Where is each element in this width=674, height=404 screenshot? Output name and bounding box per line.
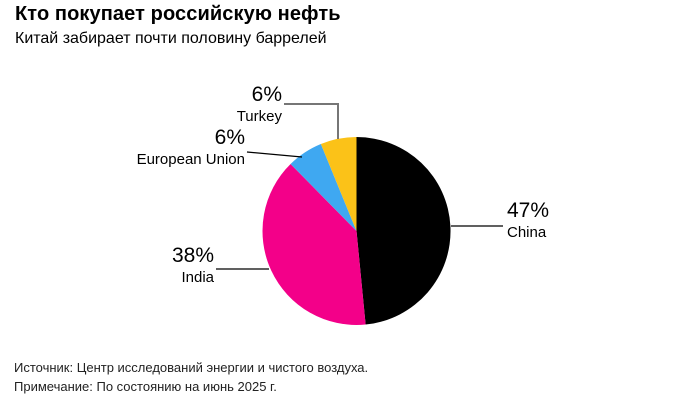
eu-percent-label: 6% (214, 126, 245, 149)
pie-slice-india (262, 164, 366, 326)
pie-slice-turkey (320, 137, 357, 231)
eu-name-label: European Union (136, 151, 245, 168)
chart-subtitle: Китай забирает почти половину баррелей (15, 30, 327, 47)
india-percent-label: 38% (171, 244, 214, 267)
source-note: Источник: Центр исследований энергии и ч… (14, 360, 369, 375)
callout-india: 38% India (94, 245, 214, 286)
callout-turkey: 6% Turkey (162, 84, 282, 125)
chart-footer: Источник: Центр исследований энергии и ч… (14, 358, 368, 396)
pie-slices-group (262, 137, 451, 326)
china-name-label: China (507, 224, 547, 241)
callout-china: 47% China (507, 200, 627, 241)
eu-callout-line (246, 151, 303, 158)
date-note: Примечание: По состоянию на июнь 2025 г. (14, 379, 277, 394)
india-name-label: India (181, 269, 214, 286)
pie-slice-china (356, 137, 451, 325)
turkey-percent-label: 6% (251, 83, 282, 106)
callout-european-union: 6% European Union (95, 127, 245, 168)
chart-title: Кто покупает российскую нефть (15, 3, 341, 25)
pie-slice-european-union (290, 144, 357, 231)
turkey-name-label: Turkey (236, 108, 282, 125)
turkey-callout-line (284, 103, 339, 139)
china-percent-label: 47% (507, 199, 550, 222)
